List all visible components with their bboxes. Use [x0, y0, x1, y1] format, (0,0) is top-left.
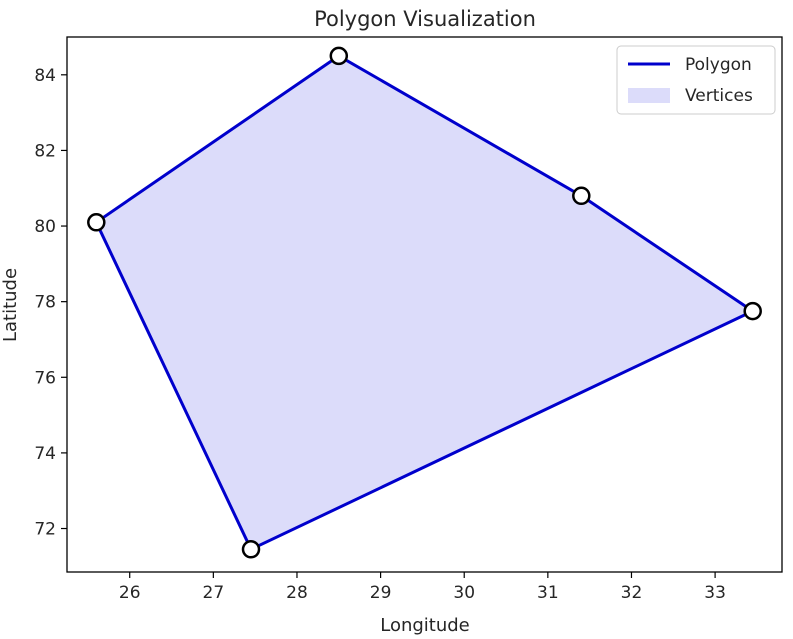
axis-ticks: 26 27 28 29 30 31 32 33 72 74 76 78 80 82 84	[34, 66, 726, 603]
y-tick-label: 84	[34, 66, 56, 86]
y-tick-label: 76	[34, 368, 56, 388]
y-axis-label: Latitude	[0, 268, 21, 342]
x-axis-label: Longitude	[380, 615, 470, 636]
vertex-marker-4	[743, 301, 762, 321]
x-tick-label: 28	[286, 583, 308, 603]
vertex-marker-3	[572, 186, 591, 206]
polygon-fill	[96, 55, 753, 550]
x-tick-label: 31	[537, 583, 559, 603]
x-tick-label: 30	[453, 583, 475, 603]
y-tick-label: 74	[34, 444, 56, 464]
y-tick-label: 72	[34, 520, 56, 540]
vertex-marker-2	[329, 46, 349, 66]
x-tick-label: 26	[119, 583, 141, 603]
chart-title: Polygon Visualization	[314, 7, 536, 31]
y-tick-label: 80	[34, 217, 56, 237]
axes-frame	[66, 36, 783, 573]
x-tick-label: 32	[621, 583, 643, 603]
legend-label-polygon: Polygon	[685, 55, 752, 75]
x-tick-label: 33	[704, 583, 726, 603]
legend-label-vertices: Vertices	[685, 86, 753, 106]
x-tick-label: 27	[203, 583, 225, 603]
plot-area	[87, 46, 762, 559]
y-tick-label: 82	[34, 141, 56, 161]
legend: Polygon Vertices	[616, 45, 776, 115]
y-tick-label: 78	[34, 293, 56, 313]
legend-patch-swatch	[628, 88, 670, 103]
polygon-outline	[94, 54, 755, 551]
vertex-marker-1	[87, 213, 106, 232]
x-tick-label: 29	[370, 583, 392, 603]
vertex-marker-5	[241, 540, 261, 559]
